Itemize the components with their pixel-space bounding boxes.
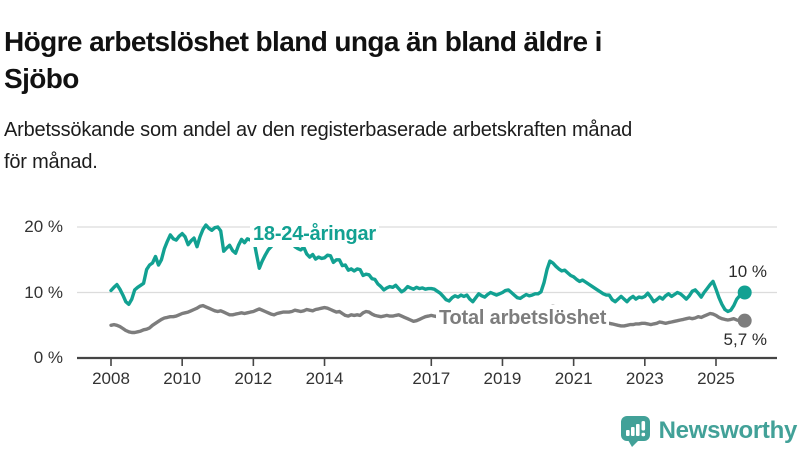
y-axis-label-10: 10 %	[24, 282, 63, 302]
end-value-label-total: 5,7 %	[723, 330, 767, 349]
x-axis-label-2021: 2021	[554, 369, 593, 388]
chart-subtitle: Arbetssökande som andel av den registerb…	[4, 114, 784, 178]
series-label-young: 18-24-åringar	[250, 221, 380, 247]
x-axis-label-2017: 2017	[412, 369, 451, 388]
y-axis-label-0: 0 %	[33, 348, 63, 367]
y-axis-label-20: 20 %	[24, 217, 63, 236]
subtitle-line-2: för månad.	[4, 151, 98, 173]
page-title: Högre arbetslöshet bland unga än bland ä…	[4, 23, 774, 97]
x-axis-label-2023: 2023	[625, 369, 664, 388]
end-value-label-young: 10 %	[728, 262, 767, 281]
x-axis-label-2014: 2014	[305, 369, 344, 388]
series-label-total: Total arbetslöshet	[436, 305, 610, 331]
x-axis-label-2025: 2025	[697, 369, 735, 388]
title-line-2: Sjöbo	[4, 62, 79, 94]
newsworthy-logo: Newsworthy	[620, 413, 797, 449]
newsworthy-logo-icon	[620, 415, 650, 447]
x-axis-label-2012: 2012	[234, 369, 273, 388]
x-axis-label-2010: 2010	[163, 369, 202, 388]
x-axis-label-2019: 2019	[483, 369, 522, 388]
subtitle-line-1: Arbetssökande som andel av den registerb…	[4, 119, 633, 141]
newsworthy-logo-text: Newsworthy	[658, 417, 798, 444]
x-axis-label-2008: 2008	[92, 369, 130, 388]
title-line-1: Högre arbetslöshet bland unga än bland ä…	[4, 25, 602, 57]
